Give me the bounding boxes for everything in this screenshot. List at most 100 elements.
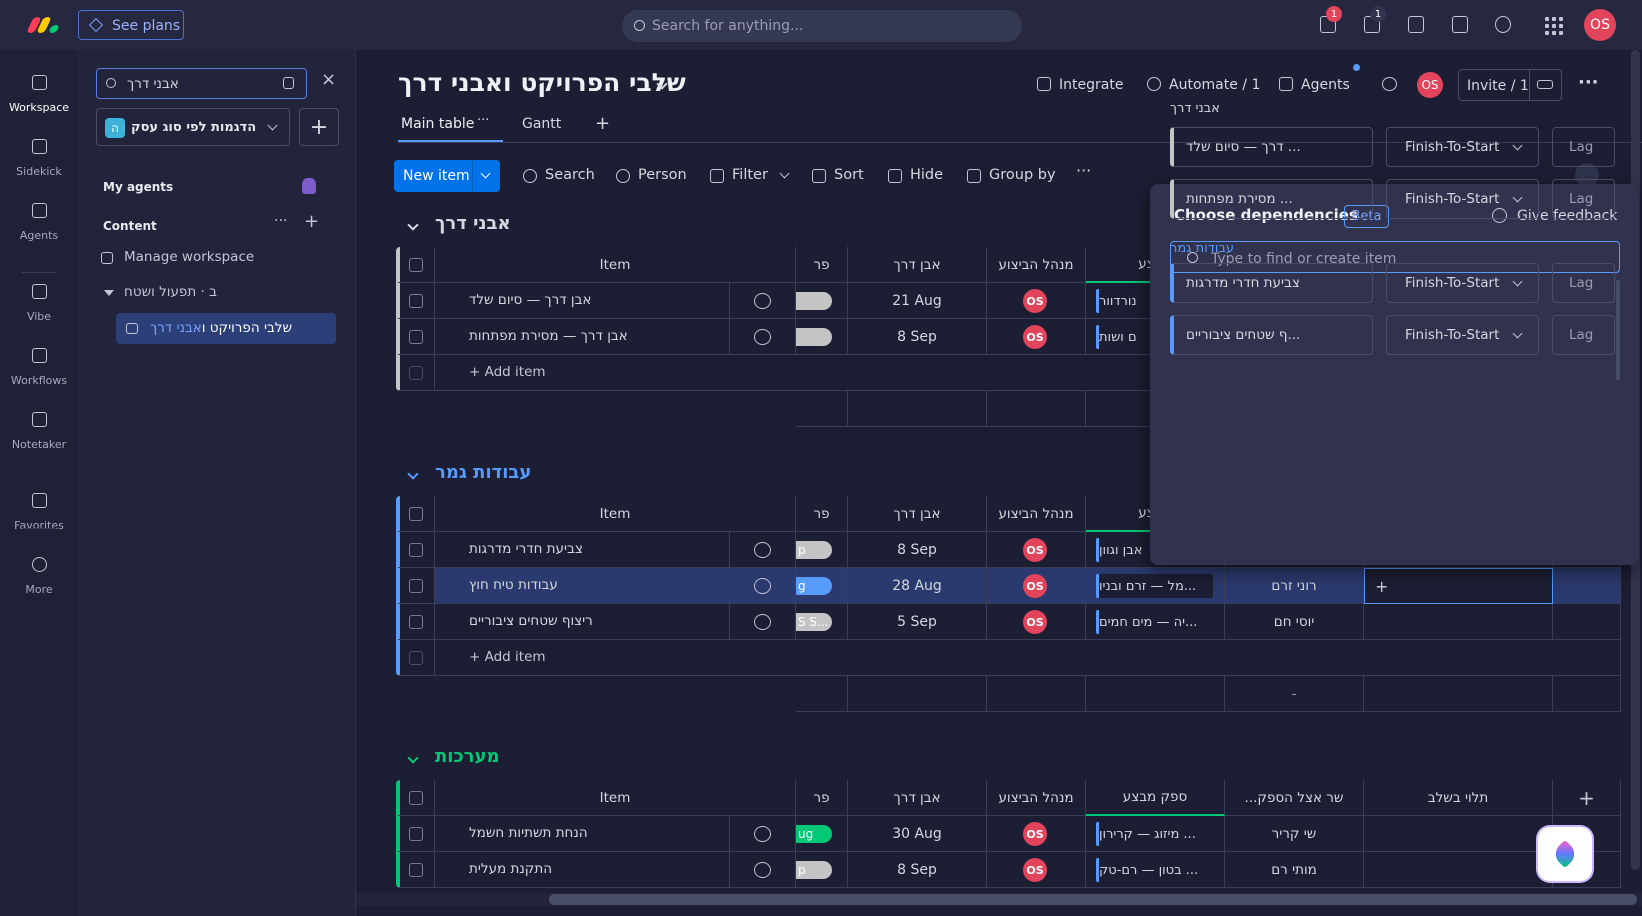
tab[interactable]: Main table [401,116,475,132]
checkbox[interactable] [409,579,423,593]
owner-avatar: OS [1023,822,1047,846]
icon [710,169,724,183]
column-header: ספק מבצע [1086,780,1225,816]
checkbox[interactable] [409,615,423,629]
add-dependency[interactable]: + [1375,576,1389,596]
item-cell: הנחת תשתיות חשמל [435,816,730,852]
updates-icon[interactable] [754,578,771,594]
workspace-dropdown[interactable]: ה הדגמות לפי סוג עסק [96,108,290,146]
give-feedback[interactable]: Give feedback [1517,208,1618,224]
board-action[interactable]: Integrate [1059,77,1124,93]
column-header: מנהל הביצוע [987,496,1086,532]
dependency-group: אבני דרך [1170,101,1220,116]
item-name[interactable]: אבן דרך — סיום שלד [469,291,592,308]
checkbox[interactable] [409,258,423,272]
group-chevron[interactable] [407,219,419,231]
updates-icon[interactable] [754,614,771,630]
dependency-lag[interactable]: Lag [1552,315,1615,355]
add-item[interactable]: + Add item [469,363,546,380]
dependency-type[interactable]: Finish-To-Start [1386,263,1539,303]
nav-item[interactable]: Workspace [4,67,74,123]
active-tab-line [398,140,503,142]
agent-avatar [302,178,316,194]
add-item[interactable]: + Add item [469,648,546,665]
date-cell: 28 Aug [848,568,987,604]
checkbox[interactable] [409,791,423,805]
board-item[interactable]: שלבי הפרויקט ואבני דרך [116,313,336,344]
toolbar-2[interactable]: Filter [732,167,768,183]
dependency-item[interactable]: צביעת חדרי מדרגות [1170,263,1373,303]
dependency-type[interactable]: Finish-To-Start [1386,315,1539,355]
manage-workspace[interactable]: Manage workspace [124,249,255,265]
nav-item[interactable]: Workflows [4,340,74,396]
dependency-search[interactable]: Type to find or create item [1170,241,1620,273]
nav-item[interactable]: Vibe [4,276,74,332]
updates-icon[interactable] [754,862,771,878]
tab[interactable]: Gantt [522,116,562,132]
dependency-lag[interactable]: Lag [1552,263,1615,303]
toolbar-0[interactable]: Search [545,167,595,183]
dependency-item[interactable]: ... מסירת מפתחות [1170,179,1373,219]
updates-icon[interactable] [754,542,771,558]
nav-item[interactable]: Notetaker [4,404,74,460]
toolbar-3[interactable]: Sort [834,167,864,183]
group-title[interactable]: מערכות [435,746,500,767]
updates-icon[interactable] [754,329,771,345]
folder-name[interactable]: ב · תפעול ושטח [124,284,217,300]
global-search[interactable]: Search for anything... [622,10,1022,42]
nav-item[interactable]: More [4,549,74,605]
see-plans-button[interactable]: See plans [78,10,184,40]
global-search-placeholder: Search for anything... [652,18,804,34]
checkbox[interactable] [409,507,423,521]
group-chevron[interactable] [407,468,419,480]
workspace-search[interactable]: אבני דרך [96,68,307,99]
board-action[interactable]: Agents [1301,77,1350,93]
nav-item[interactable]: Sidekick [4,131,74,187]
apps-dot [1552,24,1556,28]
nav-item[interactable]: Favorites [4,485,74,541]
my-agents[interactable]: My agents [103,180,174,194]
group-title[interactable]: עבודות גמר [435,462,532,483]
board-action[interactable]: Automate / 1 [1169,77,1261,93]
board-name: שלבי הפרויקט ואבני דרך [150,321,292,336]
group-chevron[interactable] [407,752,419,764]
checkbox[interactable] [409,330,423,344]
item-name[interactable]: התקנת מעלית [469,860,553,877]
group-title[interactable]: אבני דרך [435,213,511,234]
checkbox[interactable] [409,827,423,841]
extra-cell [1553,852,1621,888]
item-name[interactable]: ריצוף שטחים ציבוריים [469,612,593,629]
toolbar-5[interactable]: Group by [989,167,1056,183]
dependency-type[interactable]: Finish-To-Start [1386,179,1539,219]
item-name[interactable]: עבודות טיח חוץ [469,576,558,593]
dependency-lag[interactable]: Lag [1552,179,1615,219]
column-header: אבן דרך [848,247,987,283]
date-cell: 21 Aug [848,283,987,319]
new-item-button[interactable]: New item [394,160,500,192]
item-name[interactable]: הנחת תשתיות חשמל [469,824,588,841]
status-pill: g [796,577,832,595]
dependency-item[interactable]: ... דרך — סיום שלד [1170,127,1373,167]
item-name[interactable]: אבן דרך — מסירת מפתחות [469,327,628,344]
add-button[interactable]: + [299,108,339,146]
item-name[interactable]: צביעת חדרי מדרגות [469,540,583,557]
user-avatar[interactable]: OS [1584,9,1616,41]
updates-cell [730,319,796,355]
column-header: מנהל הביצוע [987,780,1086,816]
date-cell: 5 Sep [848,604,987,640]
checkbox[interactable] [409,294,423,308]
dependency-type[interactable]: Finish-To-Start [1386,127,1539,167]
updates-icon[interactable] [754,826,771,842]
h-scroll-thumb[interactable] [549,894,1637,905]
dependency-item[interactable]: ...ף שטחים ציבוריים [1170,315,1373,355]
tab-more: ··· [477,113,490,128]
nav-item[interactable]: Agents [4,195,74,251]
invite-button[interactable]: Invite / 1 [1458,69,1562,101]
dependency-lag[interactable]: Lag [1552,127,1615,167]
checkbox[interactable] [409,863,423,877]
toolbar-4[interactable]: Hide [910,167,944,183]
updates-icon[interactable] [754,293,771,309]
ai-assistant-button[interactable] [1538,827,1592,881]
toolbar-1[interactable]: Person [638,167,687,183]
checkbox[interactable] [409,543,423,557]
